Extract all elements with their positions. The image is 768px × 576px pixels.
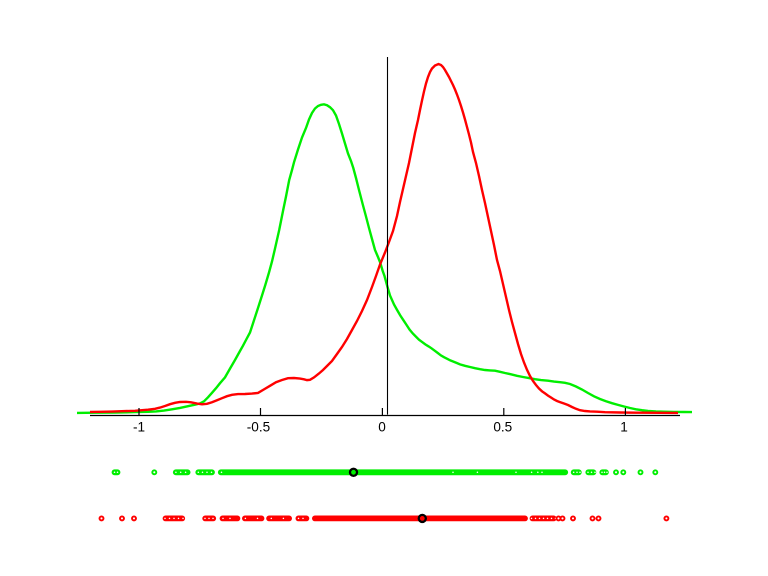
svg-text:-1: -1 [133,419,145,434]
svg-text:-0.5: -0.5 [247,419,270,434]
svg-text:1: 1 [620,419,628,434]
svg-text:0: 0 [378,419,386,434]
svg-text:0.5: 0.5 [493,419,512,434]
